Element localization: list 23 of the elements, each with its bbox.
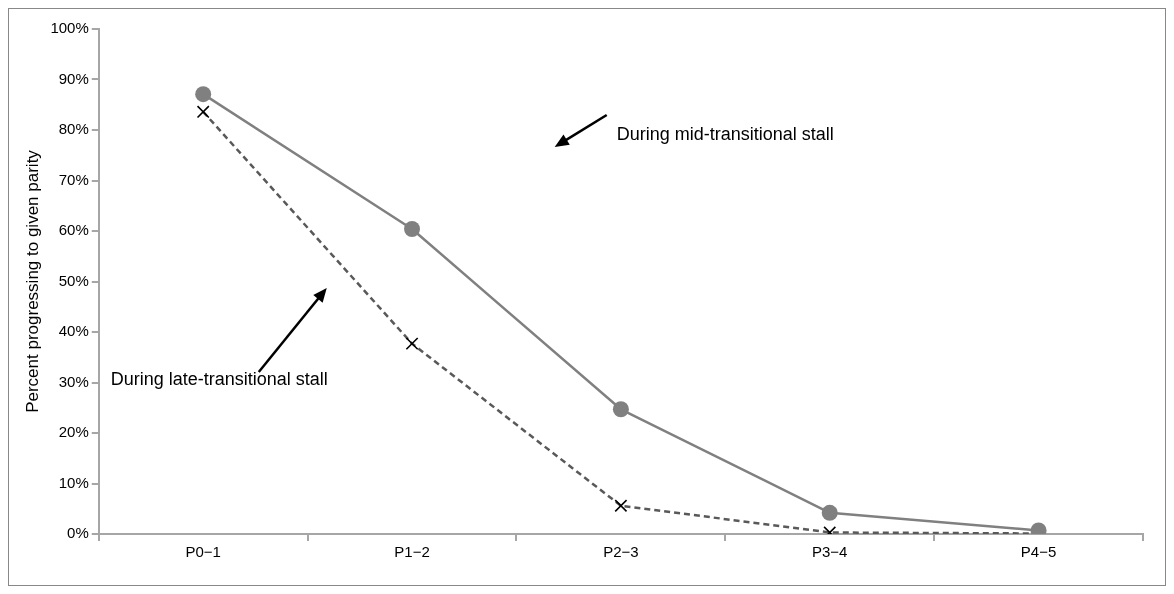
x-tick-label: P3−4 [812, 543, 848, 561]
annotation: During late-transitional stall [110, 368, 328, 389]
y-tick-label: 70% [58, 170, 89, 188]
y-tick-label: 50% [58, 271, 89, 289]
y-tick-label: 20% [58, 423, 89, 441]
point [612, 401, 629, 418]
y-tick-label: 30% [58, 372, 89, 390]
y-tick-label: 80% [58, 120, 89, 138]
y-tick-label: 0% [67, 524, 89, 542]
point [195, 86, 212, 103]
y-tick-label: 100% [50, 19, 89, 37]
y-tick-label: 10% [58, 473, 89, 491]
y-tick-label: 90% [58, 69, 89, 87]
x-tick-label: P2−3 [603, 543, 639, 561]
y-tick-label: 60% [58, 221, 89, 239]
y-axis-title: Percent progressing to given parity [22, 149, 42, 413]
x-tick-label: P4−5 [1020, 543, 1057, 561]
point [821, 504, 838, 521]
x-tick-label: P1−2 [394, 543, 430, 561]
annotation: During mid-transitional stall [616, 124, 834, 145]
point [404, 220, 421, 237]
x-tick-label: P0−1 [185, 543, 221, 561]
y-tick-label: 40% [58, 322, 89, 340]
